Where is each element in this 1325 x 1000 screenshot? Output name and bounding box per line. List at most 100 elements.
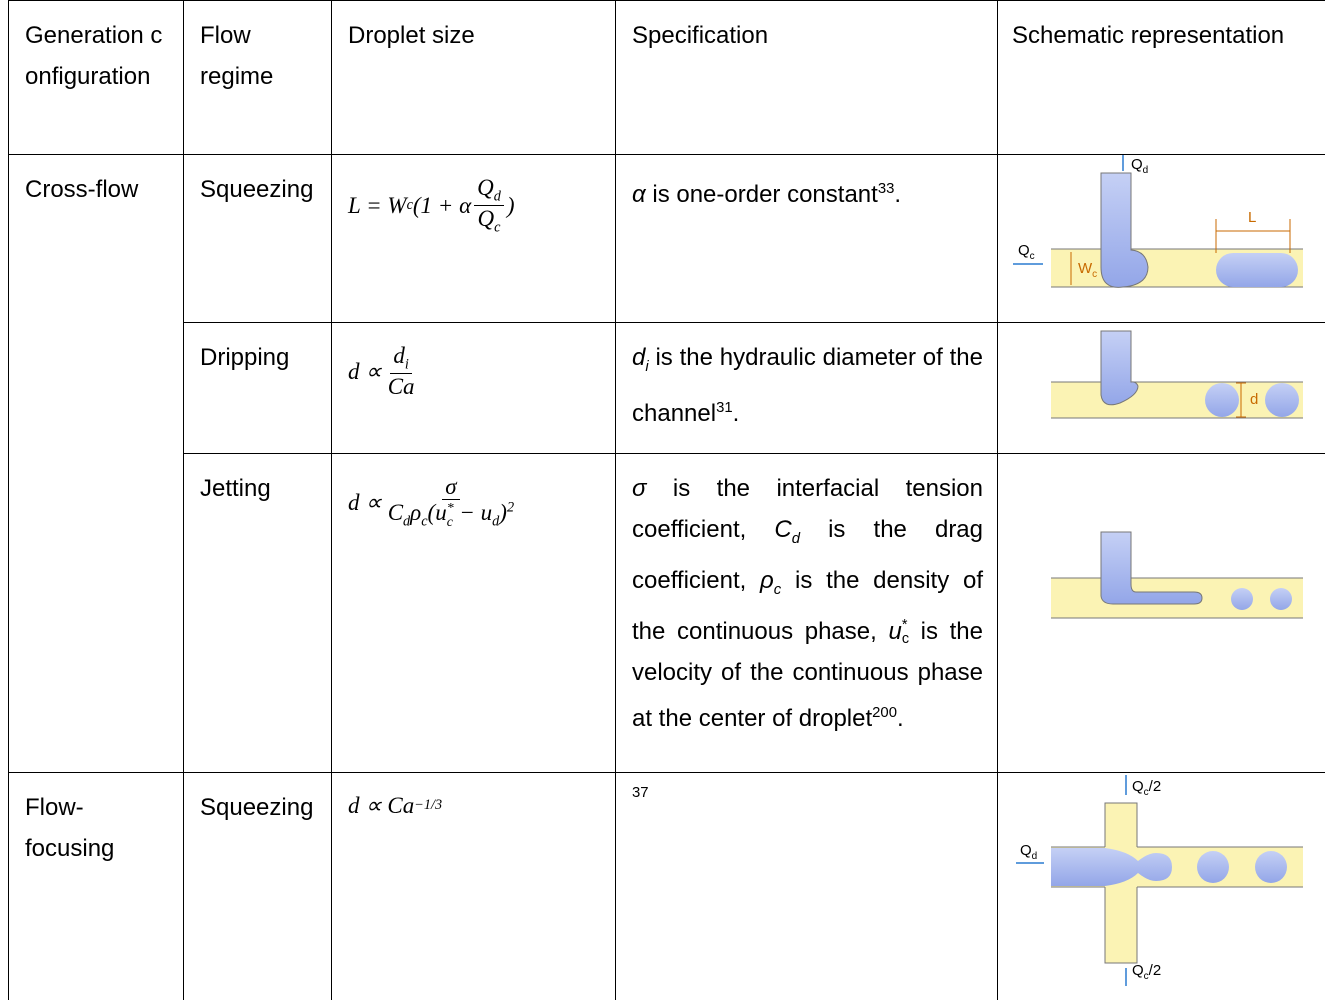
schematic-label: Qc/2 <box>1132 963 1161 982</box>
text: ) <box>499 500 507 525</box>
text: Q <box>1018 242 1030 259</box>
subscript: d <box>1143 165 1149 176</box>
configuration-cell: Flow-focusing <box>9 773 184 1000</box>
droplet <box>1197 851 1229 883</box>
schematic <box>998 773 1325 986</box>
schematic-label: Qc/2 <box>1132 779 1161 798</box>
specification-cell: di is the hydraulic diameter of the chan… <box>616 323 998 454</box>
schematic <box>998 323 1325 453</box>
text: d <box>632 344 645 371</box>
dispersed-inlet <box>1101 331 1138 405</box>
dispersed-inlet <box>1101 173 1148 287</box>
data-table: Generation configuration Flow regime Dro… <box>8 0 1325 1000</box>
schematic-label: Qd <box>1020 843 1037 862</box>
schematic-label: d <box>1250 392 1258 407</box>
superscript: 31 <box>716 400 733 416</box>
formula-cell: d ∝ Ca−1/3 <box>332 773 616 1000</box>
subscript: c <box>447 515 454 529</box>
subscript: i <box>405 357 409 373</box>
superscript: * <box>447 501 454 515</box>
text: Q <box>1132 962 1144 979</box>
specification-cell: σ is the interfacial tension coefficient… <box>616 454 998 773</box>
text: L = W <box>348 193 407 218</box>
numerator: di <box>390 343 411 374</box>
header-cell: Specification <box>616 1 998 155</box>
text: d <box>393 343 405 368</box>
schematic-label: Qd <box>1131 157 1148 176</box>
text: . <box>894 181 901 208</box>
denominator: Qc <box>475 206 504 236</box>
subscript: c <box>902 632 909 646</box>
text: α <box>632 181 646 208</box>
text: σ <box>445 474 456 499</box>
header-cell: Flow regime <box>184 1 332 155</box>
dispersed-inlet <box>1101 532 1202 604</box>
droplet <box>1231 588 1253 610</box>
text: . <box>897 705 904 732</box>
schematic-cell <box>998 454 1325 773</box>
schematic <box>998 155 1325 321</box>
text: W <box>1078 260 1092 277</box>
text: (u <box>428 500 447 525</box>
schematic-cell: Qd Qc Wc L <box>998 155 1325 323</box>
schematic-label: Wc <box>1078 261 1097 280</box>
text: . <box>733 400 740 427</box>
text: Q <box>1020 842 1032 859</box>
subscript: d <box>494 189 501 205</box>
text: ) <box>507 193 515 218</box>
text: Ca <box>388 374 415 399</box>
dispersed-stream <box>1051 848 1172 886</box>
subscript: d <box>1032 851 1038 862</box>
text: d <box>1250 391 1258 408</box>
schematic-cell: Qc/2 Qd Qc/2 <box>998 773 1325 1000</box>
superscript: 37 <box>632 785 649 801</box>
schematic <box>998 454 1325 772</box>
text: L <box>1248 209 1256 226</box>
denominator: Cdρc(u*c − ud)2 <box>385 500 517 530</box>
row: Flow-focusing Squeezing d ∝ Ca−1/3 37 <box>9 773 1325 1000</box>
text: is one-order constant <box>646 181 878 208</box>
text: Q <box>1132 778 1144 795</box>
regime-cell: Squeezing <box>184 773 332 1000</box>
script-pair: *c <box>902 618 909 647</box>
text: C <box>388 500 403 525</box>
numerator: Qd <box>474 175 504 206</box>
text: Q <box>478 206 495 231</box>
text: − u <box>454 500 493 525</box>
superscript: 33 <box>878 181 895 197</box>
specification-cell: 37 <box>616 773 998 1000</box>
text: ρ <box>410 500 421 525</box>
text: ρ <box>760 567 774 594</box>
text: is the hydraulic diameter of the channel <box>632 344 983 427</box>
droplet <box>1265 383 1299 417</box>
subscript: c <box>1092 269 1097 280</box>
script-pair: *c <box>447 501 454 529</box>
regime-cell: Jetting <box>184 454 332 773</box>
regime-cell: Dripping <box>184 323 332 454</box>
text: u <box>888 618 901 645</box>
text: d ∝ <box>348 359 382 384</box>
formula: d ∝ Ca−1/3 <box>348 787 601 818</box>
droplet <box>1270 588 1292 610</box>
droplet <box>1205 383 1239 417</box>
subscript: c <box>1030 251 1035 262</box>
superscript: 200 <box>872 705 897 721</box>
text: /2 <box>1149 962 1162 979</box>
header-cell: Generation configuration <box>9 1 184 155</box>
text: C <box>774 516 791 543</box>
header-cell: Schematic representation <box>998 1 1325 155</box>
configuration-cell: Cross-flow <box>9 155 184 773</box>
schematic-cell: d <box>998 323 1325 454</box>
